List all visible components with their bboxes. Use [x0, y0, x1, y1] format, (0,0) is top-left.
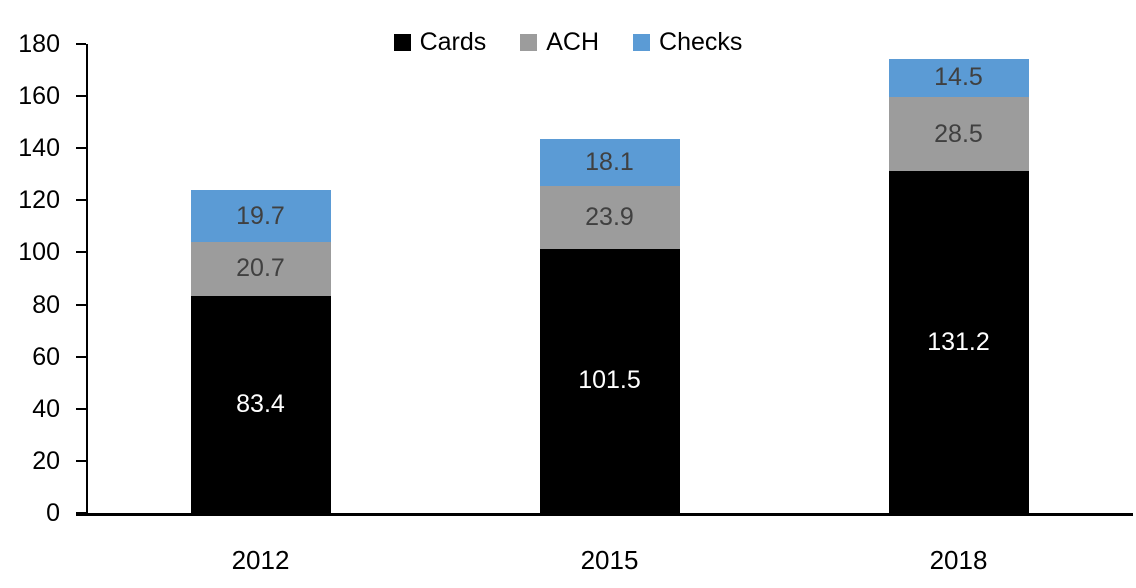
legend-item-checks: Checks: [633, 30, 742, 55]
y-axis-tick-label: 80: [32, 290, 60, 319]
bar-segment-cards-2012: 83.4: [190, 295, 331, 513]
y-axis-tick-label: 60: [32, 342, 60, 371]
x-axis-label-2012: 2012: [231, 545, 290, 575]
bar-segment-label: 101.5: [578, 366, 641, 395]
bar-segment-cards-2015: 101.5: [539, 248, 680, 513]
bar-segment-label: 131.2: [927, 327, 990, 356]
y-axis-tick-label: 40: [32, 394, 60, 423]
y-axis-tick-label: 100: [18, 238, 60, 267]
y-axis-tick: [76, 459, 86, 462]
legend-label: Cards: [419, 28, 487, 56]
y-axis-tick-label: 120: [18, 186, 60, 215]
bar-segment-checks-2015: 18.1: [539, 139, 680, 187]
y-axis-tick: [76, 407, 86, 410]
legend-item-cards: Cards: [393, 28, 487, 56]
y-axis-tick: [76, 303, 86, 306]
bar-segment-label: 14.5: [934, 63, 983, 92]
x-axis-label-2015: 2015: [580, 545, 639, 575]
bar-segment-label: 20.7: [236, 254, 285, 283]
x-axis-line: [76, 513, 1133, 516]
bar-segment-ach-2012: 20.7: [190, 241, 331, 296]
legend-label: Checks: [659, 28, 743, 56]
y-axis-tick-label: 20: [32, 446, 60, 475]
y-axis-tick: [76, 43, 86, 45]
bar-segment-checks-2018: 14.5: [888, 59, 1029, 97]
y-axis-tick: [76, 251, 86, 254]
bar-segment-ach-2018: 28.5: [888, 96, 1029, 172]
legend-marker-cards-icon: [393, 34, 411, 51]
bar-segment-ach-2015: 23.9: [539, 186, 680, 249]
bar-segment-label: 19.7: [236, 201, 285, 230]
x-axis-label-2018: 2018: [929, 545, 988, 575]
bar-segment-label: 23.9: [585, 202, 634, 231]
y-axis-tick: [76, 199, 86, 202]
bar-segment-label: 83.4: [236, 389, 285, 418]
y-axis-tick-label: 160: [18, 82, 60, 111]
y-axis-tick-label: 0: [46, 499, 60, 527]
legend-marker-ach-icon: [520, 34, 538, 51]
legend-label: ACH: [546, 28, 600, 56]
y-axis-tick: [76, 147, 86, 150]
y-axis-tick-label: 180: [18, 30, 60, 58]
y-axis-line: [86, 44, 88, 515]
y-axis-tick: [76, 355, 86, 358]
bar-segment-cards-2018: 131.2: [888, 171, 1029, 513]
bar-segment-label: 18.1: [585, 148, 634, 177]
y-axis-tick-label: 140: [18, 134, 60, 163]
bar-segment-label: 28.5: [934, 119, 983, 148]
legend-marker-checks-icon: [633, 34, 651, 51]
legend-item-ach: ACH: [520, 30, 599, 55]
bar-segment-checks-2012: 19.7: [190, 190, 331, 242]
y-axis-tick: [76, 95, 86, 98]
chart-legend: Cards ACH Checks: [0, 30, 1136, 55]
